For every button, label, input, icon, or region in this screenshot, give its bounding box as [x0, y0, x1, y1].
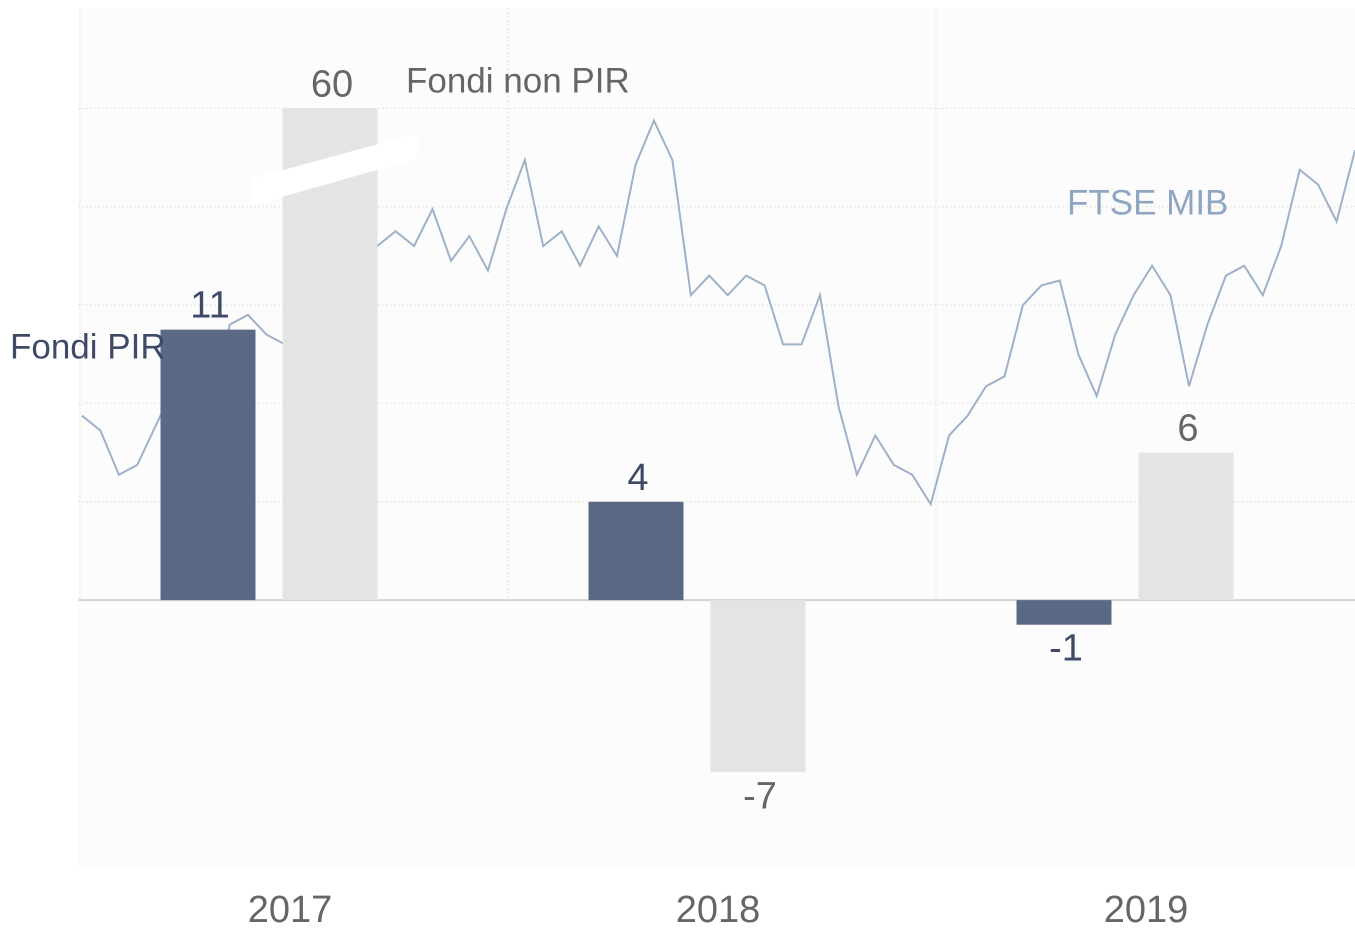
value-label: 11	[190, 285, 229, 327]
bar	[710, 600, 806, 773]
bar	[1138, 452, 1234, 601]
x-tick-label: 2019	[1104, 889, 1189, 931]
bar	[160, 329, 256, 601]
series-label: Fondi PIR	[10, 327, 166, 366]
axis-break	[252, 133, 418, 206]
value-label: -1	[1049, 628, 1083, 670]
bar	[1016, 600, 1112, 625]
bar	[588, 501, 684, 601]
value-label: 4	[627, 457, 648, 499]
x-tick-label: 2017	[248, 889, 333, 931]
line-label: FTSE MIB	[1067, 183, 1228, 222]
value-label: 6	[1177, 408, 1198, 450]
value-label: 60	[311, 63, 353, 105]
value-label: -7	[743, 775, 777, 817]
x-tick-label: 2018	[676, 889, 761, 931]
series-label: Fondi non PIR	[406, 61, 630, 100]
